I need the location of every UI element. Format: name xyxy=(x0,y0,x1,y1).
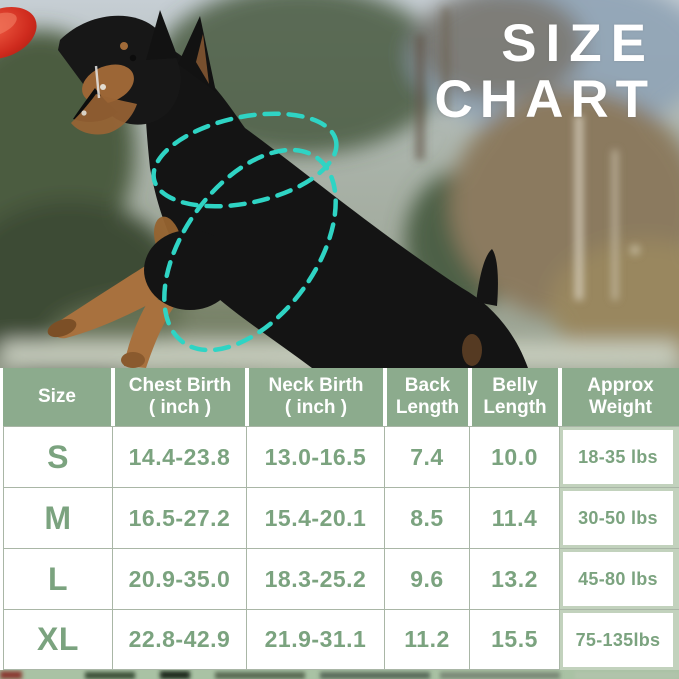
dog-tail xyxy=(476,249,498,306)
title-line-size: SIZE xyxy=(501,14,655,73)
chest-girth-dashed-ellipse xyxy=(162,147,338,353)
chest-value: 22.8-42.9 xyxy=(113,609,247,670)
size-label: L xyxy=(3,548,113,609)
header-text: Back xyxy=(404,375,451,396)
weight-value: 18-35 lbs xyxy=(563,430,673,484)
header-text: Approx xyxy=(587,375,654,396)
drool-string xyxy=(94,65,101,99)
belly-value: 11.4 xyxy=(470,487,560,548)
header-text: ( inch ) xyxy=(284,397,348,418)
title-line-chart: CHART xyxy=(434,70,655,129)
header-text: Length xyxy=(483,397,547,418)
dog-front-leg xyxy=(124,298,176,368)
size-label: M xyxy=(3,487,113,548)
header-cell-back: Back Length xyxy=(387,368,468,426)
chest-value: 16.5-27.2 xyxy=(113,487,247,548)
weight-value: 30-50 lbs xyxy=(563,491,673,545)
table-row-m: M 16.5-27.2 15.4-20.1 8.5 11.4 30-50 lbs xyxy=(0,487,679,548)
dog-ear xyxy=(146,10,178,60)
header-cell-weight: Approx Weight xyxy=(562,368,679,426)
header-text: ( inch ) xyxy=(148,397,212,418)
table-header-row: Size Chest Birth ( inch ) Neck Birth ( i… xyxy=(0,368,679,426)
chest-value: 14.4-23.8 xyxy=(113,426,247,487)
neck-girth-dashed-ellipse xyxy=(151,111,339,209)
header-text: Size xyxy=(37,386,77,407)
header-text: Belly xyxy=(492,375,538,396)
back-value: 11.2 xyxy=(385,609,470,670)
weight-cell: 75-135lbs xyxy=(560,609,679,670)
size-label: S xyxy=(3,426,113,487)
size-label: XL xyxy=(3,609,113,670)
weight-cell: 30-50 lbs xyxy=(560,487,679,548)
neck-value: 15.4-20.1 xyxy=(247,487,385,548)
back-value: 8.5 xyxy=(385,487,470,548)
header-text: Length xyxy=(395,397,460,418)
belly-value: 15.5 xyxy=(470,609,560,670)
header-cell-chest: Chest Birth ( inch ) xyxy=(115,368,245,426)
header-text: Neck Birth xyxy=(268,375,364,396)
table-row-l: L 20.9-35.0 18.3-25.2 9.6 13.2 45-80 lbs xyxy=(0,548,679,609)
weight-cell: 18-35 lbs xyxy=(560,426,679,487)
table-row-xl: XL 22.8-42.9 21.9-31.1 11.2 15.5 75-135l… xyxy=(0,609,679,670)
neck-value: 21.9-31.1 xyxy=(247,609,385,670)
belly-value: 10.0 xyxy=(470,426,560,487)
bottom-image-sliver xyxy=(0,670,679,679)
header-cell-size: Size xyxy=(3,368,111,426)
neck-value: 18.3-25.2 xyxy=(247,548,385,609)
dog-photo: SIZE CHART xyxy=(0,0,679,368)
size-table: Size Chest Birth ( inch ) Neck Birth ( i… xyxy=(0,368,679,670)
weight-value: 75-135lbs xyxy=(563,613,673,667)
header-text: Weight xyxy=(589,397,652,418)
header-cell-neck: Neck Birth ( inch ) xyxy=(249,368,383,426)
table-row-s: S 14.4-23.8 13.0-16.5 7.4 10.0 18-35 lbs xyxy=(0,426,679,487)
dog-photo-illustration xyxy=(0,0,679,368)
size-chart-title: SIZE CHART xyxy=(435,16,655,128)
neck-value: 13.0-16.5 xyxy=(247,426,385,487)
weight-value: 45-80 lbs xyxy=(563,552,673,606)
header-cell-belly: Belly Length xyxy=(472,368,558,426)
frisbee xyxy=(0,6,37,60)
weight-cell: 45-80 lbs xyxy=(560,548,679,609)
back-value: 9.6 xyxy=(385,548,470,609)
belly-value: 13.2 xyxy=(470,548,560,609)
back-value: 7.4 xyxy=(385,426,470,487)
header-text: Chest Birth xyxy=(128,375,232,396)
chest-value: 20.9-35.0 xyxy=(113,548,247,609)
